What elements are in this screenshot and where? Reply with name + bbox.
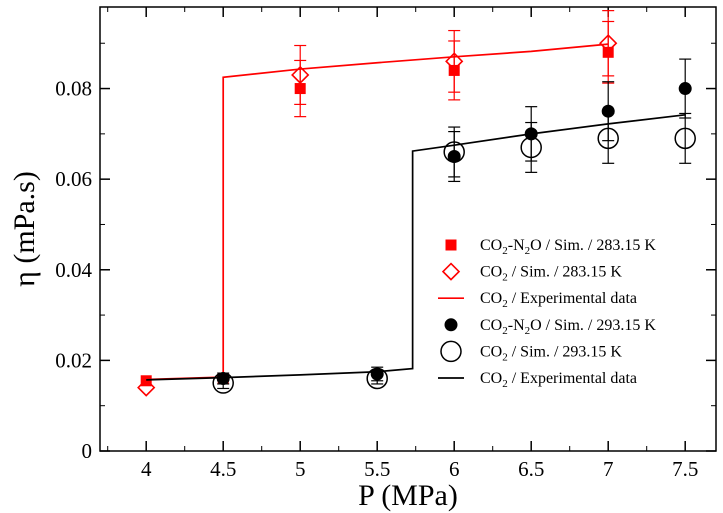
legend-marker-diamond-open bbox=[441, 262, 461, 281]
legend-label-part: 2 bbox=[502, 245, 508, 257]
data-point-square-filled bbox=[140, 375, 152, 387]
legend-label-part: -N bbox=[508, 317, 525, 334]
legend-marker-circle-filled bbox=[444, 318, 458, 332]
data-marks bbox=[137, 10, 696, 397]
legend-label-part: 2 bbox=[502, 298, 508, 310]
data-point-circle-open bbox=[366, 367, 388, 390]
legend-label-part: / Sim. / 293.15 K bbox=[508, 343, 623, 360]
legend-label-part: 2 bbox=[502, 351, 508, 363]
x-tick-label: 6 bbox=[449, 457, 460, 481]
x-tick-label: 7.5 bbox=[672, 457, 698, 481]
data-point-circle-open bbox=[443, 141, 465, 163]
legend-label-part: / Experimental data bbox=[508, 370, 637, 387]
legend-label-part: O / Sim. / 283.15 K bbox=[530, 237, 656, 254]
axes: 4 4.5 5 5.5 6 6.5 7 7.5 0 0.02 0.04 0.06 0.08 bbox=[55, 6, 717, 481]
x-tick-label: 7 bbox=[603, 457, 614, 481]
data-point-circle-filled bbox=[601, 104, 615, 118]
legend-label-part: CO bbox=[480, 264, 502, 281]
legend-label-part: CO bbox=[480, 290, 502, 307]
y-tick-label: 0 bbox=[82, 439, 93, 463]
data-point-circle-filled bbox=[678, 82, 692, 96]
legend-label-part: -N bbox=[508, 237, 525, 254]
legend-label-part: / Experimental data bbox=[508, 290, 637, 307]
y-tick-label: 0.06 bbox=[55, 167, 92, 191]
x-tick-label: 4 bbox=[141, 457, 152, 481]
legend-label-1: CO2 / Sim. / 283.15 K bbox=[480, 264, 622, 284]
legend-marker-circle-open bbox=[440, 340, 462, 363]
plot-frame bbox=[99, 6, 717, 452]
data-point-diamond-open bbox=[291, 65, 310, 85]
data-point-circle-open bbox=[212, 372, 234, 394]
legend-label-part: 2 bbox=[502, 378, 508, 390]
legend-label-4: CO2 / Sim. / 293.15 K bbox=[480, 343, 622, 363]
data-point-diamond-open bbox=[445, 52, 464, 71]
legend-label-part: CO bbox=[480, 317, 502, 334]
y-tick-label: 0.08 bbox=[55, 77, 92, 101]
data-point-circle-open bbox=[597, 127, 619, 150]
legend-label-part: 2 bbox=[525, 245, 531, 257]
legend-label-3: CO2-N2O / Sim. / 293.15 K bbox=[480, 317, 656, 337]
y-tick-label: 0.02 bbox=[55, 348, 92, 372]
x-tick-label: 5 bbox=[295, 457, 306, 481]
legend-label-part: 2 bbox=[502, 272, 508, 284]
legend-marker-square-filled bbox=[445, 239, 457, 251]
legend-label-part: CO bbox=[480, 237, 502, 254]
data-point-diamond-open bbox=[599, 34, 618, 53]
legend-label-0: CO2-N2O / Sim. / 283.15 K bbox=[480, 237, 656, 257]
legend-label-part: CO bbox=[480, 343, 502, 360]
legend-label-part: 2 bbox=[502, 325, 508, 337]
y-axis-label: η (mPa.s) bbox=[8, 171, 41, 287]
legend-label-part: / Sim. / 283.15 K bbox=[508, 264, 623, 281]
series-line-5 bbox=[146, 113, 686, 381]
legend-label-part: O / Sim. / 293.15 K bbox=[530, 317, 656, 334]
x-tick-label: 5.5 bbox=[364, 457, 390, 481]
data-point-circle-open bbox=[674, 127, 696, 150]
x-tick-label: 6.5 bbox=[518, 457, 544, 481]
data-point-circle-open bbox=[520, 136, 542, 159]
legend-label-2: CO2 / Experimental data bbox=[480, 290, 637, 310]
legend-label-5: CO2 / Experimental data bbox=[480, 370, 637, 390]
y-tick-label: 0.04 bbox=[55, 258, 92, 282]
x-axis-label: P (MPa) bbox=[358, 479, 458, 512]
data-point-diamond-open bbox=[137, 378, 156, 397]
legend-label-part: 2 bbox=[525, 325, 531, 337]
series-line-2 bbox=[146, 43, 609, 381]
legend-label-part: CO bbox=[480, 370, 502, 387]
x-tick-label: 4.5 bbox=[210, 457, 236, 481]
